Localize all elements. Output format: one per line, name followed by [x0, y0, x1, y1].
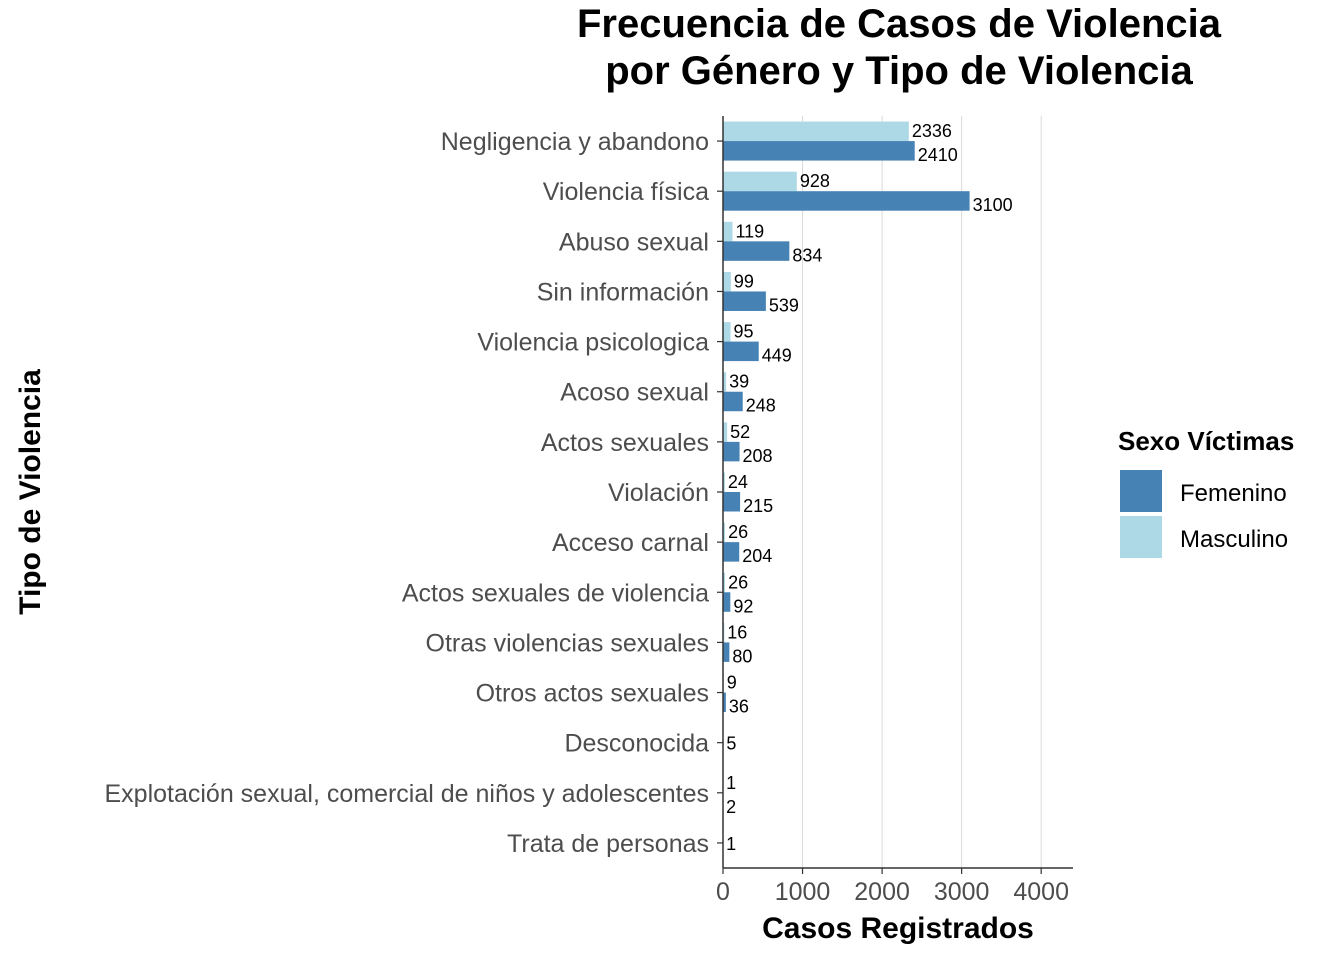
bar-masculino-violencia-psicologica	[723, 322, 731, 342]
bar-femenino-acceso-carnal	[723, 542, 740, 562]
legend-title: Sexo Víctimas	[1118, 426, 1294, 456]
data-label-femenino-violacion: 215	[743, 496, 773, 516]
legend-swatch-masculino	[1120, 516, 1162, 558]
data-label-femenino-violencia-psicologica: 449	[762, 346, 792, 366]
data-label-masculino-explotacion-sexual-comercial-de-ninos-y-adolescentes: 1	[726, 773, 736, 793]
category-label-negligencia-y-abandono: Negligencia y abandono	[441, 128, 709, 156]
bar-masculino-violacion	[723, 472, 725, 492]
data-label-femenino-otras-violencias-sexuales: 80	[732, 646, 752, 666]
bar-femenino-sin-informacion	[723, 291, 766, 311]
x-axis-title: Casos Registrados	[762, 912, 1034, 945]
bar-femenino-abuso-sexual	[723, 241, 790, 261]
bar-femenino-otros-actos-sexuales	[723, 692, 726, 713]
grid	[722, 116, 1042, 868]
x-tick-label-1000: 1000	[775, 878, 831, 906]
bar-masculino-abuso-sexual	[723, 221, 733, 242]
category-label-violacion: Violación	[608, 479, 709, 507]
data-label-masculino-otras-violencias-sexuales: 16	[727, 622, 747, 642]
category-label-otros-actos-sexuales: Otros actos sexuales	[476, 680, 709, 708]
bar-masculino-actos-sexuales-de-violencia	[723, 572, 726, 593]
data-label-femenino-violencia-fisica: 3100	[973, 195, 1013, 215]
data-label-femenino-explotacion-sexual-comercial-de-ninos-y-adolescentes: 2	[726, 797, 736, 817]
category-label-explotacion-sexual-comercial-de-ninos-y-adolescentes: Explotación sexual, comercial de niños y…	[104, 780, 709, 808]
chart-title-line2: por Género y Tipo de Violencia	[605, 49, 1193, 93]
bar-masculino-acoso-sexual	[723, 372, 727, 392]
category-label-acoso-sexual: Acoso sexual	[560, 379, 709, 407]
legend-label-femenino: Femenino	[1180, 480, 1287, 507]
bar-masculino-violencia-fisica	[723, 171, 797, 192]
data-label-masculino-violacion: 24	[728, 472, 748, 492]
category-label-trata-de-personas: Trata de personas	[507, 830, 709, 858]
bars	[723, 121, 970, 863]
data-label-femenino-acoso-sexual: 248	[746, 396, 776, 416]
x-tick-label-2000: 2000	[854, 878, 910, 906]
data-label-femenino-actos-sexuales: 208	[743, 446, 773, 466]
data-label-femenino-acceso-carnal: 204	[742, 546, 772, 566]
bar-femenino-acoso-sexual	[723, 391, 743, 412]
data-label-femenino-actos-sexuales-de-violencia: 92	[733, 596, 753, 616]
data-label-masculino-acceso-carnal: 26	[728, 522, 748, 542]
category-label-actos-sexuales-de-violencia: Actos sexuales de violencia	[402, 579, 709, 607]
x-tick-label-4000: 4000	[1013, 878, 1069, 906]
data-label-femenino-negligencia-y-abandono: 2410	[918, 145, 958, 165]
data-label-masculino-violencia-psicologica: 95	[734, 322, 754, 342]
bar-femenino-violencia-psicologica	[723, 341, 759, 362]
bar-femenino-otras-violencias-sexuales	[723, 642, 730, 662]
bar-masculino-negligencia-y-abandono	[723, 121, 909, 142]
x-tick-label-3000: 3000	[934, 878, 990, 906]
data-label-femenino-desconocida: 5	[726, 734, 736, 754]
data-label-masculino-violencia-fisica: 928	[800, 171, 830, 191]
data-labels: 2336241092831001198349953995449392485220…	[726, 121, 1013, 854]
x-tick-label-0: 0	[716, 878, 730, 906]
data-label-masculino-sin-informacion: 99	[734, 271, 754, 291]
legend: Sexo Víctimas Femenino Masculino	[1118, 426, 1294, 558]
bar-femenino-violencia-fisica	[723, 191, 970, 211]
legend-swatch-femenino	[1120, 470, 1162, 512]
bar-femenino-actos-sexuales	[723, 441, 740, 462]
category-label-abuso-sexual: Abuso sexual	[559, 228, 709, 256]
bar-femenino-actos-sexuales-de-violencia	[723, 592, 731, 612]
category-label-acceso-carnal: Acceso carnal	[552, 529, 709, 557]
bar-femenino-violacion	[723, 492, 741, 512]
category-label-otras-violencias-sexuales: Otras violencias sexuales	[426, 629, 709, 657]
data-label-masculino-otros-actos-sexuales: 9	[727, 673, 737, 693]
chart-title-line1: Frecuencia de Casos de Violencia	[577, 2, 1222, 46]
data-label-femenino-abuso-sexual: 834	[792, 245, 822, 265]
category-label-violencia-psicologica: Violencia psicologica	[477, 329, 709, 357]
legend-label-masculino: Masculino	[1180, 526, 1288, 553]
category-label-sin-informacion: Sin información	[537, 278, 709, 306]
category-label-desconocida: Desconocida	[564, 730, 709, 758]
y-axis-title: Tipo de Violencia	[14, 369, 47, 615]
category-label-violencia-fisica: Violencia física	[543, 178, 709, 206]
data-label-femenino-sin-informacion: 539	[769, 295, 799, 315]
data-label-masculino-acoso-sexual: 39	[729, 372, 749, 392]
data-label-femenino-otros-actos-sexuales: 36	[729, 697, 749, 717]
bar-masculino-actos-sexuales	[723, 422, 728, 442]
bar-femenino-negligencia-y-abandono	[723, 141, 915, 161]
axes: Negligencia y abandono Violencia física Ab…	[104, 116, 1073, 906]
data-label-masculino-actos-sexuales-de-violencia: 26	[728, 572, 748, 592]
data-label-masculino-actos-sexuales: 52	[730, 422, 750, 442]
bar-masculino-acceso-carnal	[723, 522, 726, 543]
data-label-femenino-trata-de-personas: 1	[726, 834, 736, 854]
data-label-masculino-negligencia-y-abandono: 2336	[912, 121, 952, 141]
bar-masculino-sin-informacion	[723, 271, 731, 292]
category-label-actos-sexuales: Actos sexuales	[541, 429, 709, 457]
data-label-masculino-abuso-sexual: 119	[735, 221, 764, 241]
